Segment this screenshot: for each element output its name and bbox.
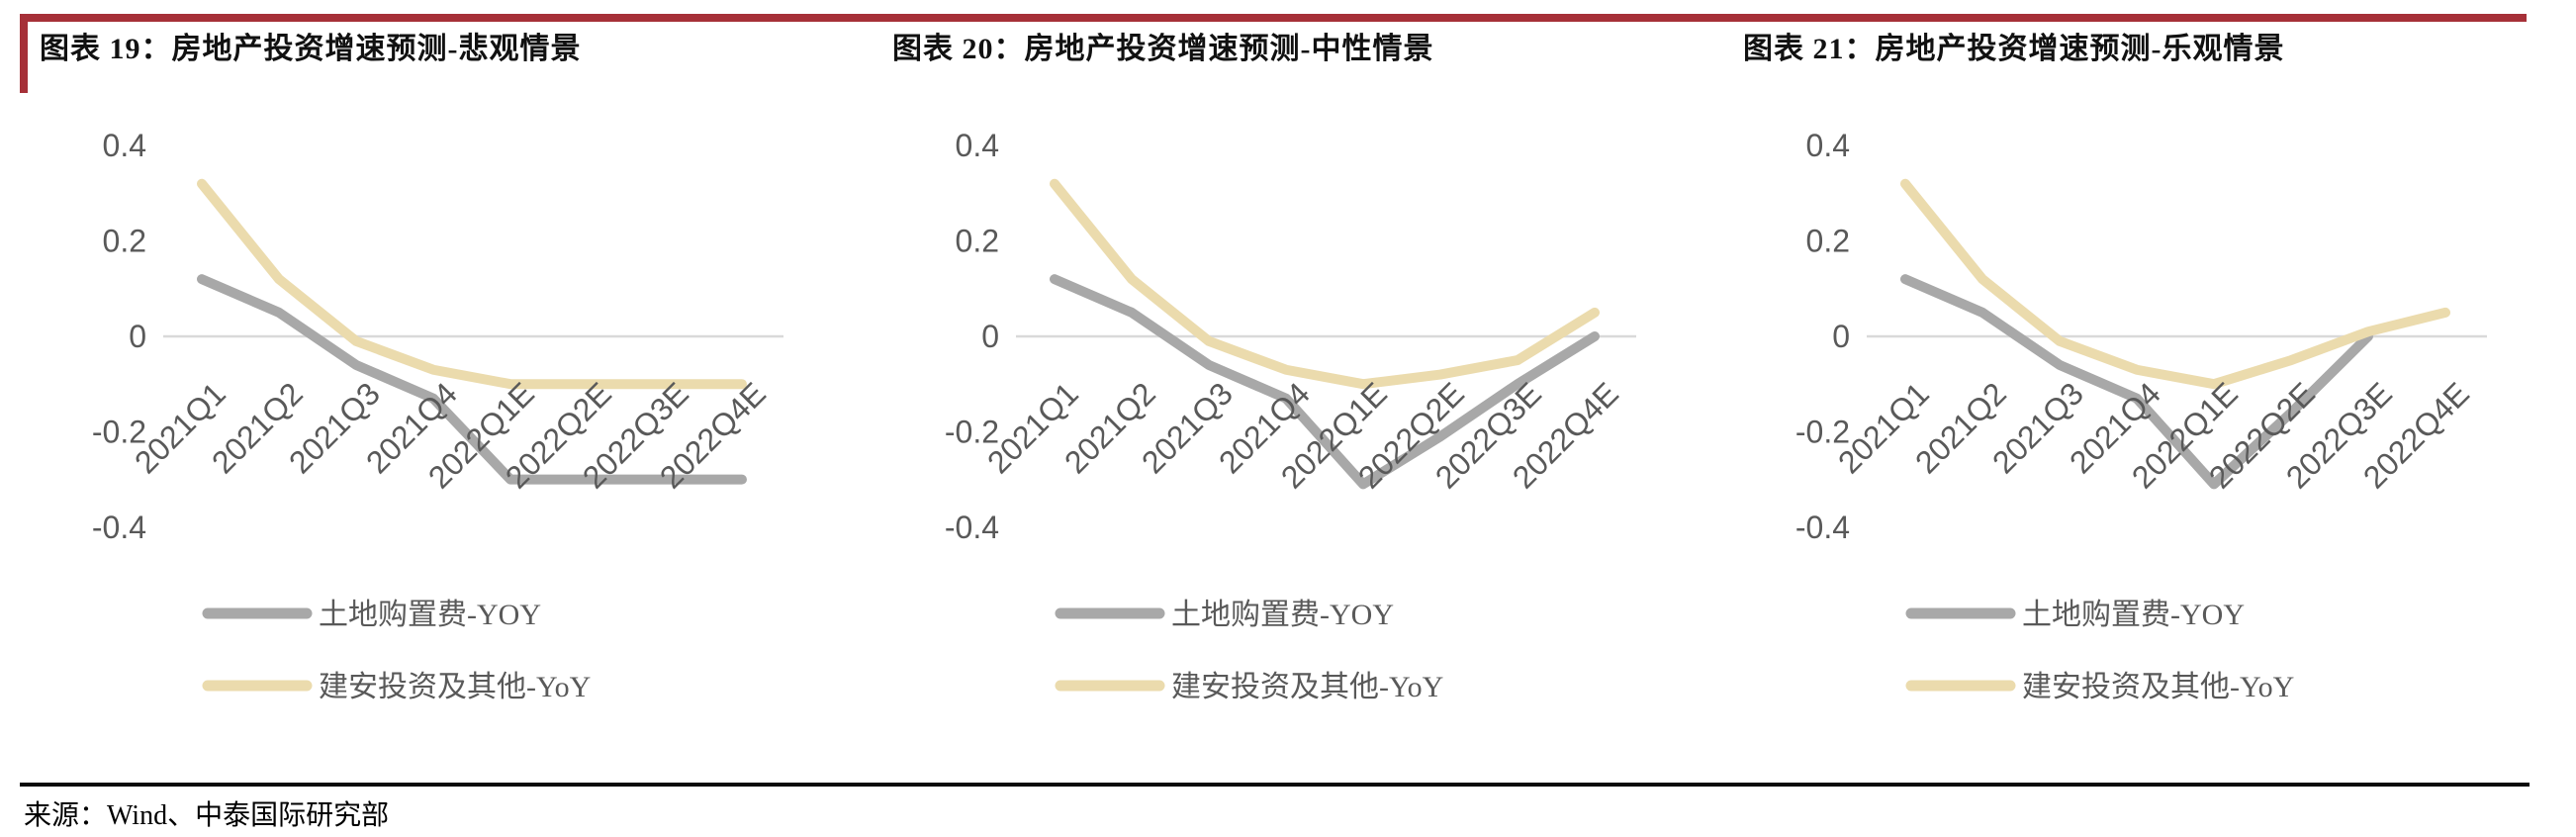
y-tick-label: 0.4: [956, 128, 999, 163]
accent-border-left: [20, 14, 28, 93]
legend-label: 建安投资及其他-YoY: [1171, 671, 1443, 703]
legend-label: 建安投资及其他-YoY: [2022, 671, 2294, 703]
footer-divider: [20, 783, 2530, 787]
line-chart-optimistic: 0.40.20-0.2-0.42021Q12021Q22021Q32021Q42…: [1795, 128, 2487, 703]
y-tick-label: -0.4: [1795, 510, 1850, 545]
legend-label: 土地购置费-YOY: [319, 599, 541, 631]
chart-title-20: 图表 20：房地产投资增速预测-中性情景: [892, 33, 1434, 65]
y-tick-label: 0.2: [103, 224, 146, 259]
series-line: [1900, 274, 2373, 490]
series-line: [197, 178, 747, 390]
line-chart-pessimistic: 0.40.20-0.2-0.42021Q12021Q22021Q32021Q42…: [92, 128, 783, 703]
accent-border-top: [20, 14, 2527, 22]
y-tick-label: 0: [981, 319, 999, 354]
y-tick-label: -0.4: [92, 510, 146, 545]
chart-title-19: 图表 19：房地产投资增速预测-悲观情景: [40, 33, 582, 65]
line-chart-neutral: 0.40.20-0.2-0.42021Q12021Q22021Q32021Q42…: [945, 128, 1636, 703]
y-tick-label: 0.4: [103, 128, 146, 163]
chart-panel-neutral: 图表 20：房地产投资增速预测-中性情景 0.4 0.2 0 -0.2 -0.4 2021…: [882, 0, 1703, 737]
y-tick-label: 0.2: [956, 224, 999, 259]
y-tick-label: -0.2: [945, 414, 999, 449]
y-tick-label: -0.2: [92, 414, 146, 449]
chart-title-21: 图表 21：房地产投资增速预测-乐观情景: [1743, 33, 2285, 65]
y-tick-label: 0.2: [1806, 224, 1850, 259]
legend-label: 土地购置费-YOY: [2022, 599, 2245, 631]
series-line: [197, 274, 747, 485]
legend-label: 土地购置费-YOY: [1171, 599, 1394, 631]
chart-panel-pessimistic: 图表 19：房地产投资增速预测-悲观情景 0.4 0.2 0 -0.2 -0.4 2021…: [30, 0, 851, 737]
y-tick-label: 0: [129, 319, 146, 354]
series-line: [1050, 178, 1600, 390]
source-text: 来源：Wind、中泰国际研究部: [24, 800, 390, 831]
y-tick-label: 0.4: [1806, 128, 1850, 163]
legend-label: 建安投资及其他-YoY: [319, 671, 591, 703]
y-tick-label: -0.4: [945, 510, 999, 545]
series-line: [1050, 274, 1600, 490]
series-line: [1900, 178, 2450, 390]
y-tick-label: 0: [1832, 319, 1850, 354]
y-tick-label: -0.2: [1795, 414, 1850, 449]
chart-panel-optimistic: 图表 21：房地产投资增速预测-乐观情景 0.4 0.2 0 -0.2 -0.4 2021…: [1733, 0, 2554, 737]
